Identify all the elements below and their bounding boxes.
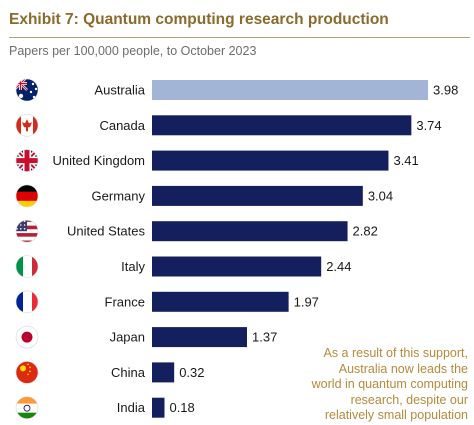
annotation-line: research, despite our bbox=[350, 392, 468, 407]
india-flag-icon bbox=[16, 396, 38, 419]
annotation-line: relatively small population bbox=[324, 408, 468, 422]
bar bbox=[152, 185, 363, 206]
australia-flag-icon bbox=[16, 79, 38, 101]
japan-flag-icon bbox=[16, 326, 38, 349]
value-label: 2.44 bbox=[326, 259, 351, 274]
flag-outline bbox=[15, 149, 39, 172]
annotation-line: world in quantum computing bbox=[311, 377, 468, 391]
value-label: 3.41 bbox=[393, 153, 418, 168]
bar bbox=[152, 291, 289, 312]
category-label: Australia bbox=[94, 83, 145, 98]
category-label: Canada bbox=[99, 118, 145, 133]
united-states-flag-icon bbox=[16, 220, 38, 243]
value-label: 0.32 bbox=[179, 365, 204, 380]
flag-outline bbox=[15, 361, 39, 384]
category-label: United Kingdom bbox=[53, 153, 146, 168]
bar bbox=[152, 397, 165, 418]
chart-annotation: As a result of this support, Australia n… bbox=[283, 346, 468, 424]
bar bbox=[152, 362, 175, 383]
flag-outline bbox=[15, 290, 39, 314]
value-label: 2.82 bbox=[353, 224, 378, 239]
italy-flag-icon bbox=[16, 255, 38, 278]
annotation-line: Australia now leads the bbox=[338, 361, 468, 376]
china-flag-icon bbox=[16, 361, 38, 384]
flag-outline bbox=[15, 255, 39, 278]
category-label: Germany bbox=[92, 188, 146, 203]
canada-flag-icon bbox=[16, 114, 38, 137]
flag-outline bbox=[15, 396, 39, 420]
chart-subtitle: Papers per 100,000 people, to October 20… bbox=[9, 44, 257, 58]
category-label: United States bbox=[67, 224, 146, 239]
france-flag-icon bbox=[16, 290, 38, 313]
flag-outline bbox=[15, 184, 39, 208]
flag-outline bbox=[15, 78, 39, 102]
bar bbox=[152, 115, 412, 136]
title-divider bbox=[9, 37, 470, 38]
bar bbox=[152, 256, 322, 277]
category-label: Japan bbox=[110, 330, 145, 345]
chart-title: Exhibit 7: Quantum computing research pr… bbox=[9, 11, 389, 28]
category-label: Italy bbox=[121, 259, 145, 274]
united-kingdom-flag-icon bbox=[16, 149, 38, 172]
value-label: 3.98 bbox=[433, 83, 458, 98]
flag-outline bbox=[15, 114, 39, 137]
flag-outline bbox=[15, 219, 39, 243]
bar bbox=[152, 80, 428, 100]
annotation-line: As a result of this support, bbox=[323, 346, 468, 360]
germany-flag-icon bbox=[16, 184, 38, 207]
category-label: China bbox=[111, 365, 146, 380]
value-label: 1.37 bbox=[252, 330, 277, 345]
category-label: India bbox=[117, 400, 146, 415]
value-label: 3.74 bbox=[416, 118, 441, 133]
bar bbox=[152, 150, 389, 171]
value-label: 1.97 bbox=[294, 294, 319, 309]
bar bbox=[152, 327, 248, 348]
flag-outline bbox=[15, 325, 39, 349]
category-label: France bbox=[105, 294, 145, 309]
value-label: 3.04 bbox=[368, 188, 393, 203]
value-label: 0.18 bbox=[169, 400, 194, 415]
bar bbox=[152, 221, 348, 242]
